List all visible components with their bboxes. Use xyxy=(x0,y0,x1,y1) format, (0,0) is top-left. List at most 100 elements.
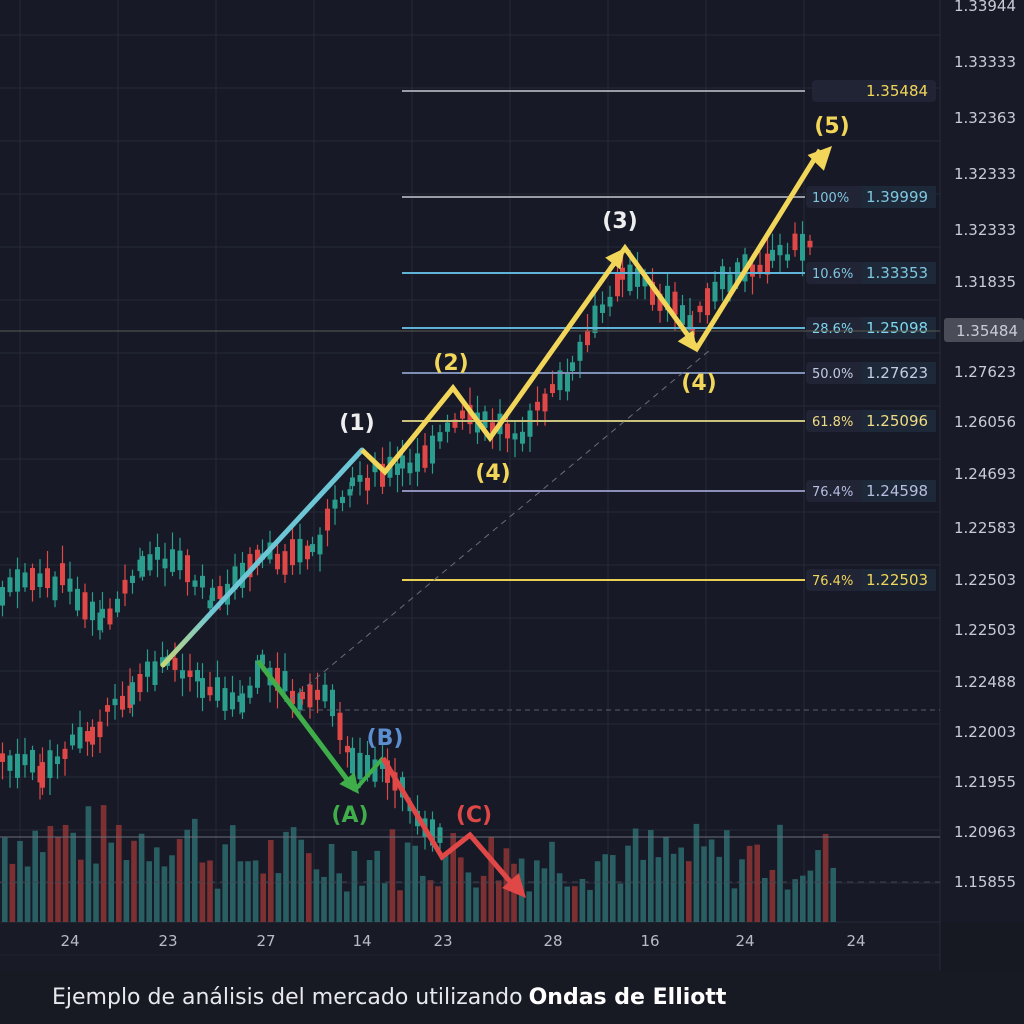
volume-bar xyxy=(556,873,563,922)
wave-b-line xyxy=(353,756,385,792)
volume-bar xyxy=(670,853,677,922)
volume-bar xyxy=(579,878,586,922)
candlestick xyxy=(147,554,153,571)
candlestick xyxy=(15,753,20,778)
candlestick xyxy=(30,568,35,591)
candlestick xyxy=(452,419,458,428)
candlestick xyxy=(160,657,165,666)
fib-level-4: 50.0% 1.27623 xyxy=(402,362,936,384)
candlestick xyxy=(415,453,420,472)
volume-bar xyxy=(245,861,251,922)
volume-bar xyxy=(822,833,829,922)
volume-bar xyxy=(572,886,578,922)
candlestick xyxy=(90,601,95,621)
candlestick xyxy=(310,544,315,553)
caption-bg xyxy=(0,970,1024,1024)
candlestick xyxy=(577,341,583,361)
candlestick xyxy=(222,688,228,711)
candlestick xyxy=(657,293,663,311)
price-tick: 1.32333 xyxy=(954,221,1016,239)
candlestick xyxy=(82,592,88,620)
candlestick xyxy=(97,721,103,738)
candlestick xyxy=(330,689,335,717)
candlestick xyxy=(37,573,43,588)
candlestick xyxy=(200,575,205,588)
volume-bar xyxy=(488,836,494,922)
volume-bar xyxy=(366,860,373,922)
fib-value: 1.24598 xyxy=(866,482,928,500)
candlestick xyxy=(357,752,363,780)
candlestick xyxy=(112,698,118,706)
candlestick xyxy=(422,445,428,468)
candlestick xyxy=(137,673,143,693)
candlestick xyxy=(100,608,105,618)
volume-bar xyxy=(93,863,99,922)
volume-bar xyxy=(465,872,472,922)
volume-bar xyxy=(268,839,274,922)
candlestick xyxy=(615,273,620,297)
candlestick xyxy=(260,654,265,665)
volume-bar xyxy=(420,875,426,922)
volume-bar xyxy=(374,850,380,922)
price-axis: 1.33944 1.33333 1.32363 1.32333 1.32333 1.318… xyxy=(944,0,1024,891)
time-tick: 27 xyxy=(256,932,275,950)
volume-bar xyxy=(389,829,396,922)
volume-bar xyxy=(222,844,228,922)
volume-bar xyxy=(192,818,198,922)
candlestick xyxy=(7,577,13,593)
candlestick xyxy=(542,393,548,412)
candlestick xyxy=(315,689,320,700)
candlestick xyxy=(720,266,725,290)
candlestick xyxy=(247,554,253,578)
volume-bar xyxy=(807,870,814,922)
wave-label: (A) xyxy=(331,803,368,828)
price-axis-bg xyxy=(940,0,1024,922)
candlestick xyxy=(345,745,350,753)
price-tick: 1.27623 xyxy=(954,363,1016,381)
candlestick xyxy=(67,578,73,592)
volume-bar xyxy=(610,855,616,922)
candlestick xyxy=(145,661,150,677)
fib-level-7: 76.4% 1.22503 xyxy=(402,569,936,591)
chart-caption: Ejemplo de análisis del mercado utilizan… xyxy=(0,970,800,1024)
candlestick xyxy=(22,572,28,588)
wave-label: (5) xyxy=(814,114,849,139)
wave-label: (2) xyxy=(433,351,468,376)
elliott-wave-paths xyxy=(160,146,832,898)
volume-bar xyxy=(176,839,183,922)
volume-bar xyxy=(792,879,798,922)
candlestick xyxy=(777,244,783,256)
volume-bar xyxy=(252,860,259,922)
volume-bar xyxy=(85,806,92,922)
candlestick xyxy=(60,563,65,586)
volume-bar xyxy=(161,866,168,922)
volume-bar xyxy=(336,873,342,922)
candlestick xyxy=(105,705,110,712)
volume-bar xyxy=(777,824,783,922)
candlestick xyxy=(380,463,385,487)
volume-bar xyxy=(138,833,145,922)
candlestick xyxy=(347,489,353,496)
candlestick xyxy=(350,747,355,774)
candlestick xyxy=(240,562,245,588)
volume-bar xyxy=(55,837,61,922)
volume-bar xyxy=(762,877,768,922)
candlestick xyxy=(30,749,35,773)
volume-bar xyxy=(275,873,282,922)
candlestick xyxy=(282,551,288,575)
candlestick xyxy=(282,671,288,692)
candlestick xyxy=(430,819,435,846)
candlestick xyxy=(705,288,710,316)
volume-bar xyxy=(9,863,16,922)
volume-bar xyxy=(70,832,76,922)
candlestick xyxy=(122,579,128,594)
volume-bar xyxy=(594,861,601,922)
candlestick xyxy=(22,754,28,766)
volume-bar xyxy=(693,823,700,922)
volume-bar xyxy=(47,825,54,922)
price-tick: 1.22583 xyxy=(954,519,1016,537)
fib-value: 1.39999 xyxy=(866,188,928,206)
candlestick xyxy=(70,734,75,746)
volume-bar xyxy=(739,859,745,922)
candlestick xyxy=(240,693,245,713)
